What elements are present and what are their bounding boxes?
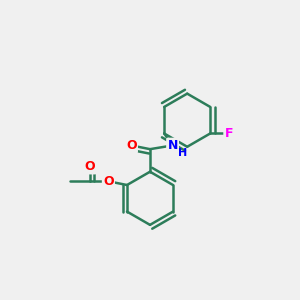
Text: N: N: [167, 139, 178, 152]
Text: O: O: [85, 160, 95, 173]
Text: O: O: [126, 139, 137, 152]
Text: O: O: [103, 175, 114, 188]
Text: H: H: [178, 148, 187, 158]
Text: F: F: [224, 127, 233, 140]
